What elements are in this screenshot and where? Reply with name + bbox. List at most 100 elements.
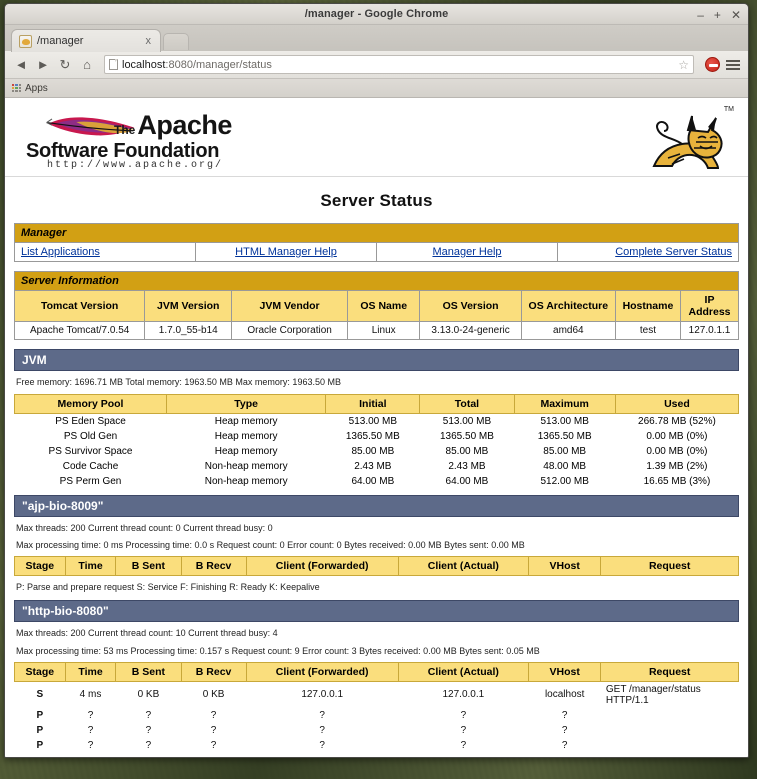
tab-manager[interactable]: /manager x	[11, 29, 161, 52]
cell-b-recv: ?	[210, 709, 217, 721]
url-host: localhost	[122, 58, 166, 71]
cell-vhost: ?	[561, 709, 568, 721]
pool-initial: 2.43 MB	[354, 461, 392, 473]
cell-client-forwarded: ?	[319, 724, 325, 736]
cell-stage: S	[36, 689, 44, 701]
pool-name: PS Eden Space	[55, 416, 126, 428]
table-row: Code Cache Non-heap memory 2.43 MB 2.43 …	[15, 459, 739, 474]
val-os-architecture: amd64	[520, 321, 616, 340]
col-time: Time	[64, 661, 117, 682]
manager-link-cell: List Applications	[14, 242, 196, 262]
link-complete-server-status[interactable]: Complete Server Status	[615, 246, 732, 258]
connector-title-http: "http-bio-8080"	[14, 600, 739, 623]
bookmark-star-icon[interactable]: ☆	[678, 57, 689, 72]
col-request: Request	[600, 661, 739, 682]
reload-icon[interactable]: ↻	[59, 56, 71, 72]
cell-client-forwarded: ?	[319, 739, 325, 751]
tab-close-icon[interactable]: x	[145, 35, 152, 47]
apache-feather-icon	[46, 117, 135, 136]
adblock-extension-icon[interactable]	[705, 57, 720, 72]
chrome-menu-icon[interactable]	[726, 59, 740, 70]
cell-vhost: ?	[561, 739, 568, 751]
pool-used: 266.78 MB (52%)	[638, 416, 716, 428]
maximize-icon[interactable]: +	[713, 7, 721, 22]
cell-b-sent: ?	[145, 724, 152, 736]
connector-column-row: Stage Time B Sent B Recv Client (Forward…	[14, 556, 739, 577]
server-info-header-row: Server Information	[14, 271, 739, 291]
manager-link-cell: Complete Server Status	[557, 242, 739, 262]
col-memory-pool: Memory Pool	[13, 394, 168, 415]
minimize-icon[interactable]: –	[697, 7, 704, 22]
pool-name: PS Perm Gen	[59, 476, 122, 488]
asf-apache-text: Apache	[137, 110, 232, 140]
table-row: PS Eden Space Heap memory 513.00 MB 513.…	[15, 414, 739, 430]
cell-b-recv: 0 KB	[202, 689, 225, 701]
col-request: Request	[600, 556, 739, 577]
link-manager-help[interactable]: Manager Help	[432, 246, 502, 258]
link-html-manager-help[interactable]: HTML Manager Help	[235, 246, 337, 258]
col-vhost: VHost	[527, 661, 602, 682]
new-tab-button[interactable]	[163, 33, 189, 50]
pool-total: 64.00 MB	[445, 476, 489, 488]
col-b-sent: B Sent	[115, 661, 182, 682]
col-type: Type	[166, 394, 327, 415]
pool-name: PS Old Gen	[63, 431, 118, 443]
col-ip-address: IP Address	[680, 290, 739, 322]
connector-legend-ajp: P: Parse and prepare request S: Service …	[16, 582, 320, 593]
col-initial: Initial	[325, 394, 421, 415]
col-stage: Stage	[14, 556, 66, 577]
cell-client-actual: ?	[460, 709, 467, 721]
asf-foundation-text: Software Foundation	[26, 140, 220, 162]
jvm-memory-pool-table: Memory Pool Type Initial Total Maximum U…	[13, 394, 740, 489]
connector-table-ajp: Stage Time B Sent B Recv Client (Forward…	[14, 556, 739, 577]
forward-icon[interactable]: ►	[36, 57, 50, 72]
apps-grid-icon[interactable]	[12, 83, 21, 93]
table-row: PS Survivor Space Heap memory 85.00 MB 8…	[15, 444, 739, 459]
cell-vhost: ?	[561, 724, 568, 736]
col-used: Used	[614, 394, 740, 415]
connector-title-ajp: "ajp-bio-8009"	[14, 495, 739, 518]
address-bar[interactable]: localhost:8080/manager/status ☆	[104, 55, 694, 74]
col-tomcat-version: Tomcat Version	[13, 290, 146, 322]
col-os-architecture: OS Architecture	[520, 290, 616, 322]
asf-the-text: The	[114, 123, 136, 137]
pool-used: 1.39 MB (2%)	[646, 461, 708, 473]
url-path: :8080/manager/status	[165, 58, 272, 71]
server-information-section: Server Information Tomcat Version JVM Ve…	[5, 271, 748, 340]
home-icon[interactable]: ⌂	[83, 57, 91, 72]
cell-client-actual: ?	[460, 739, 467, 751]
window-titlebar: /manager - Google Chrome – + ✕	[5, 4, 748, 25]
cell-time: 4 ms	[79, 689, 102, 701]
cell-stage: P	[36, 739, 44, 751]
page-info-icon[interactable]	[109, 59, 118, 70]
pool-maximum: 48.00 MB	[543, 461, 587, 473]
pool-name: Code Cache	[62, 461, 119, 473]
col-b-recv: B Recv	[180, 556, 247, 577]
cell-request: GET /manager/status HTTP/1.1	[605, 683, 701, 706]
pool-name: PS Survivor Space	[48, 446, 133, 458]
link-list-applications[interactable]: List Applications	[21, 246, 100, 258]
table-row: P ? ? ? ? ? ?	[15, 738, 739, 753]
close-icon[interactable]: ✕	[730, 7, 741, 22]
col-total: Total	[419, 394, 515, 415]
table-row: S 4 ms 0 KB 0 KB 127.0.0.1 127.0.0.1 loc…	[15, 681, 739, 708]
browser-toolbar: ◄ ► ↻ ⌂ localhost:8080/manager/status ☆	[5, 51, 748, 79]
col-os-version: OS Version	[419, 290, 522, 322]
bookmark-apps-label[interactable]: Apps	[25, 82, 48, 94]
manager-links-row: List Applications HTML Manager Help Mana…	[14, 242, 739, 262]
cell-request	[601, 708, 739, 723]
col-b-sent: B Sent	[115, 556, 182, 577]
col-client-actual: Client (Actual)	[397, 556, 530, 577]
tomcat-favicon-icon	[19, 34, 32, 48]
col-os-name: OS Name	[347, 290, 421, 322]
col-b-recv: B Recv	[180, 661, 247, 682]
col-jvm-version: JVM Version	[144, 290, 233, 322]
cell-b-recv: ?	[210, 724, 217, 736]
page-banner: The Apache Software Foundation http://ww…	[5, 98, 748, 177]
cell-time: ?	[87, 724, 94, 736]
val-os-version: 3.13.0-24-generic	[419, 321, 522, 340]
pool-used: 16.65 MB (3%)	[643, 476, 711, 488]
cell-b-sent: ?	[145, 739, 152, 751]
col-jvm-vendor: JVM Vendor	[231, 290, 349, 322]
back-icon[interactable]: ◄	[14, 57, 28, 72]
